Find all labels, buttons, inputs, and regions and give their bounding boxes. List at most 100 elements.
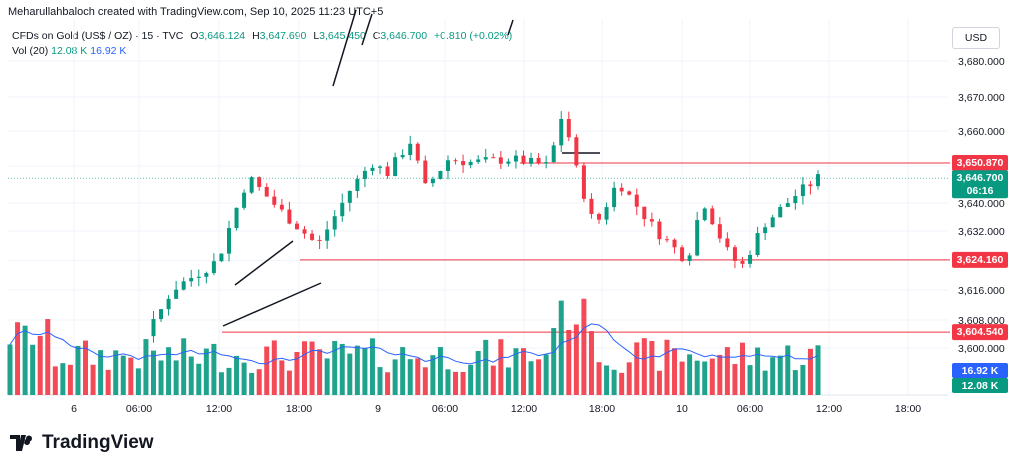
volume-bar [166,347,172,395]
candle-body [264,186,269,197]
volume-bar [468,364,474,395]
volume-bar [807,348,813,395]
level-label-box [952,251,1008,268]
volume-bar [317,349,323,395]
volume-bar [453,371,459,395]
candle-body [513,155,518,162]
volume-bar [505,367,511,395]
price-tick-label: 3,632.000 [958,226,1005,238]
time-tick-label: 06:00 [737,403,763,415]
price-tick-label: 3,624.000 [958,256,1005,268]
volume-bar [755,347,761,395]
volume-bar [226,367,232,395]
volume-bar [762,370,768,395]
candle-body [574,137,579,166]
candle-body [740,260,745,264]
candle-body [211,261,216,274]
volume-bar [528,361,534,395]
volume-bar [815,345,821,395]
volume-bar [498,339,504,395]
volume-bar [286,370,292,395]
volume-ma-line [9,323,819,365]
volume-ma-label-text: 16.92 K [962,365,999,377]
volume-bar [558,300,564,395]
volume-bar [362,347,368,395]
candle-body [272,196,277,205]
volume-bar [513,348,519,395]
volume-bar [143,339,149,395]
change-value: +0.810 (+0.02%) [434,30,513,42]
volume-bar [770,357,776,395]
price-tick-label: 3,600.000 [958,343,1005,355]
candle-body [536,157,541,164]
volume-bar [181,338,187,395]
candle-body [257,177,262,187]
time-tick-label: 06:00 [126,403,152,415]
candle-body [687,255,692,261]
candle-body [748,254,753,264]
candle-body [249,177,254,193]
volume-bar [437,347,443,395]
candle-body [317,239,322,241]
symbol-name[interactable]: CFDs on Gold (US$ / OZ) · 15 · TVC [12,30,184,42]
volume-bar [173,360,179,395]
candle-body [226,227,231,254]
candle-body [340,202,345,217]
time-tick-label: 10 [676,403,688,415]
candle-body [755,233,760,255]
candle-body [657,221,662,240]
volume-ma-label-box [952,363,1008,378]
candle-body [816,174,820,187]
candle-body [393,157,398,177]
volume-bar [604,365,610,395]
volume-bar [249,372,255,395]
volume-bar [98,350,104,395]
volume-bar [792,370,798,395]
candle-body [498,157,503,164]
currency-button[interactable]: USD [952,27,1000,49]
candle-body [294,223,299,230]
author-line: Meharullahbaloch created with TradingVie… [8,6,384,18]
volume-bar [158,360,164,395]
candle-body [151,319,156,337]
tradingview-icon [10,435,32,451]
volume-label[interactable]: Vol (20) [12,45,49,57]
candle-body [604,207,609,220]
volume-bar [664,339,670,395]
volume-bar [611,369,617,395]
candle-body [589,198,594,214]
candle-body [181,281,186,290]
volume-bar [30,344,36,395]
time-axis: 6 06:00 12:00 18:00 9 06:00 12:00 18:00 10 06:00 1… [71,403,921,415]
symbol-legend: CFDs on Gold (US$ / OZ) · 15 · TVC O3,64… [12,30,516,42]
volume-bar [490,365,496,395]
volume-bar [445,369,451,395]
volume-bar [332,340,338,395]
candle-body [279,204,284,210]
volume-bar [324,358,330,395]
low-number: 3,645.450 [319,30,366,42]
price-tick-label: 3,616.000 [958,285,1005,297]
volume-bar [354,345,360,395]
volume-bar [392,359,398,395]
volume-bar [234,355,240,395]
volume-bar [596,362,602,395]
volume-bar [747,365,753,395]
volume-bar [475,351,481,395]
high-number: 3,647.690 [259,30,307,42]
volume-bar [105,369,111,395]
price-axis: 3,600.000 3,608.000 3,616.000 3,624.000 3,63… [958,56,1005,355]
time-tick-label: 9 [375,403,381,415]
level-label-text: 3,624.160 [957,254,1004,266]
volume-bar [294,351,300,395]
price-tick-label: 3,660.000 [958,126,1005,138]
volume-bar [656,370,662,395]
candle-body [325,229,330,241]
volume-bar [687,354,693,395]
tradingview-logo[interactable]: TradingView [10,432,154,454]
volume-bar [22,325,28,395]
candle-body [672,239,677,248]
last-price-label-box [952,170,1008,199]
candle-body [710,208,715,225]
